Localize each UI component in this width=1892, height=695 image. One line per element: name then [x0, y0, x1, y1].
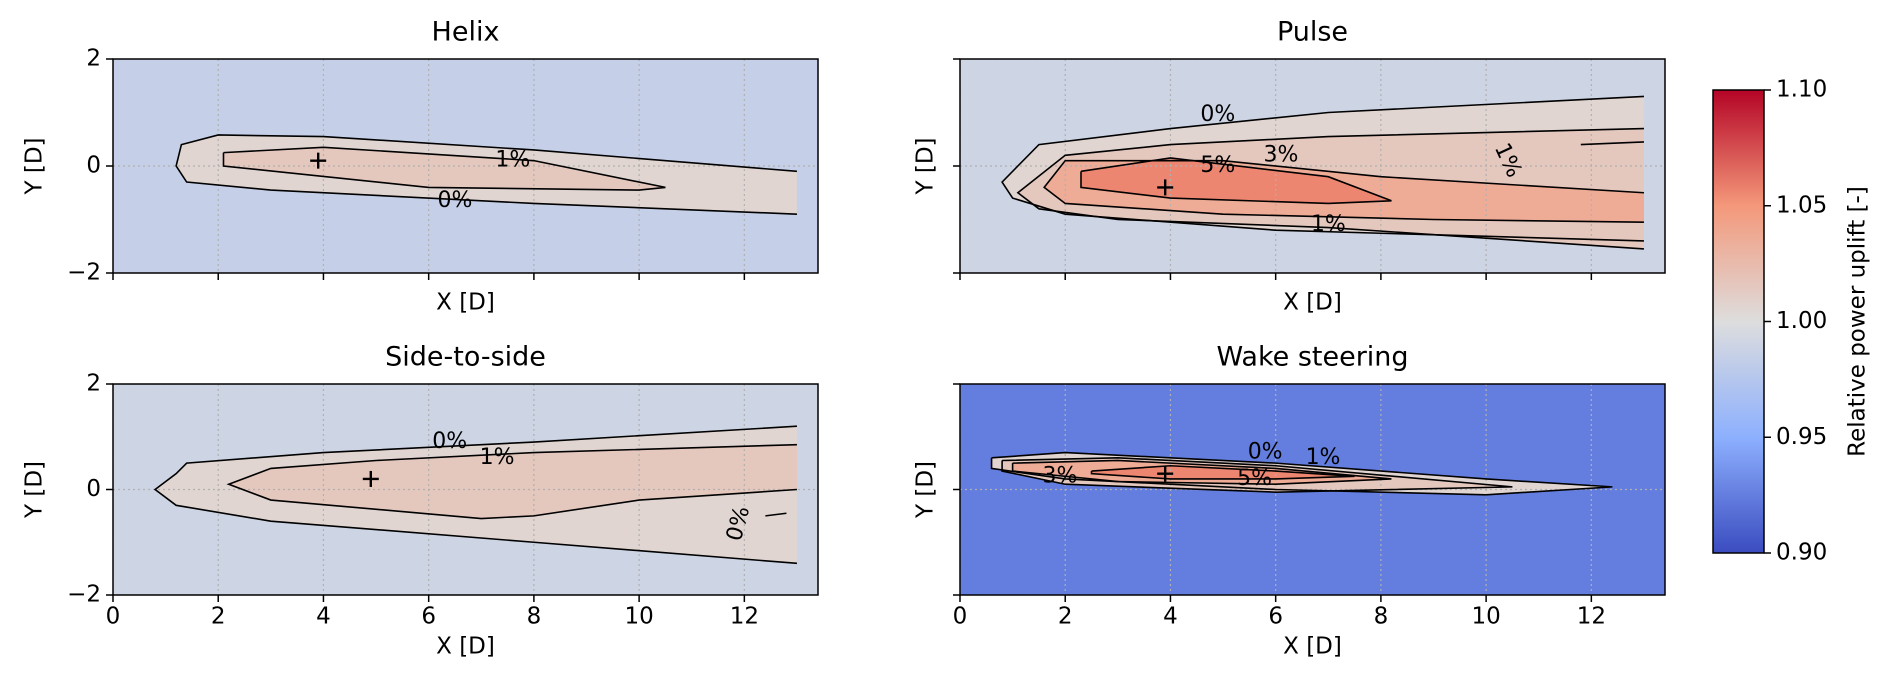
colorbar-tick-label: 1.05: [1776, 192, 1827, 218]
contour-label: 0%: [432, 429, 467, 454]
contour-line: [1016, 127, 1645, 250]
x-axis-label: X [D]: [436, 634, 495, 660]
x-tick-label: 10: [624, 604, 653, 630]
y-tick-label: −2: [67, 582, 101, 608]
contour-label: 1%: [1306, 445, 1341, 470]
contour-fill: [228, 444, 797, 519]
y-axis-label: Y [D]: [913, 461, 939, 519]
x-tick-label: 2: [1058, 604, 1073, 630]
x-tick-label: 4: [316, 604, 331, 630]
y-axis-label: Y [D]: [22, 461, 48, 519]
contour-line: [1001, 95, 1645, 242]
plot-area: 0% 1%: [113, 59, 818, 273]
x-axis-label: X [D]: [436, 290, 495, 316]
contour-line: [226, 443, 798, 520]
y-tick-label: 0: [86, 476, 101, 502]
contour-label: 0%: [1248, 440, 1283, 465]
x-tick-label: 6: [421, 604, 436, 630]
colorbar-label: Relative power uplift [-]: [1845, 186, 1871, 457]
y-tick-label: 2: [86, 371, 101, 397]
contour-line: [1011, 459, 1392, 486]
colorbar-tick-label: 0.90: [1776, 540, 1827, 566]
x-axis-label: X [D]: [1283, 290, 1342, 316]
y-tick-label: −2: [67, 260, 101, 286]
y-axis-label: Y [D]: [22, 137, 48, 195]
contour-line: [175, 134, 798, 215]
x-tick-label: 0: [106, 604, 121, 630]
y-tick-label: 2: [86, 46, 101, 72]
colorbar: [1712, 89, 1765, 554]
y-axis-label: Y [D]: [913, 137, 939, 195]
x-tick-label: 0: [953, 604, 968, 630]
contour-label: 3%: [1263, 142, 1298, 167]
contour-fill: [223, 147, 666, 191]
contour-fill: [1081, 157, 1392, 204]
colorbar-tick-label: 1.00: [1776, 308, 1827, 334]
contour-line: [765, 512, 787, 517]
x-tick-label: 2: [211, 604, 226, 630]
x-tick-label: 8: [527, 604, 542, 630]
x-tick-label: 10: [1471, 604, 1500, 630]
contour-label: 0%: [438, 188, 473, 213]
contour-line: [1080, 157, 1392, 205]
x-tick-label: 12: [1577, 604, 1606, 630]
contour-label: 5%: [1237, 466, 1272, 491]
x-tick-label: 6: [1268, 604, 1283, 630]
contour-line: [222, 146, 666, 191]
contour-fill: [1091, 465, 1355, 479]
plot-area: 0%1%0%: [113, 384, 818, 595]
x-axis-label: X [D]: [1283, 634, 1342, 660]
plot-area: 0%1%1%3%5%: [960, 59, 1665, 273]
plot-area: 0% 1% 3% 5%: [960, 384, 1665, 595]
colorbar-tick-label: 0.95: [1776, 424, 1827, 450]
contour-line: [1580, 141, 1644, 146]
contour-label: 5%: [1200, 153, 1235, 178]
contour-line: [1001, 457, 1513, 493]
axes-title: Helix: [432, 17, 500, 48]
axes-title: Wake steering: [1216, 342, 1408, 373]
contour-line: [990, 451, 1613, 496]
y-tick-label: 0: [86, 153, 101, 179]
contour-label: 1%: [495, 148, 530, 173]
axes-title: Pulse: [1277, 17, 1348, 48]
contour-line: [153, 425, 798, 565]
contour-label: 0%: [1200, 102, 1235, 127]
x-tick-label: 8: [1374, 604, 1389, 630]
contour-label: 1%: [480, 445, 515, 470]
colorbar-tick-label: 1.10: [1776, 77, 1827, 103]
x-tick-label: 12: [730, 604, 759, 630]
x-tick-label: 4: [1163, 604, 1178, 630]
contour-label: 3%: [1043, 463, 1078, 488]
axes-title: Side-to-side: [385, 342, 546, 373]
contour-line: [1043, 159, 1645, 223]
contour-line: [1090, 464, 1355, 480]
contour-label: 1%: [1311, 212, 1346, 237]
